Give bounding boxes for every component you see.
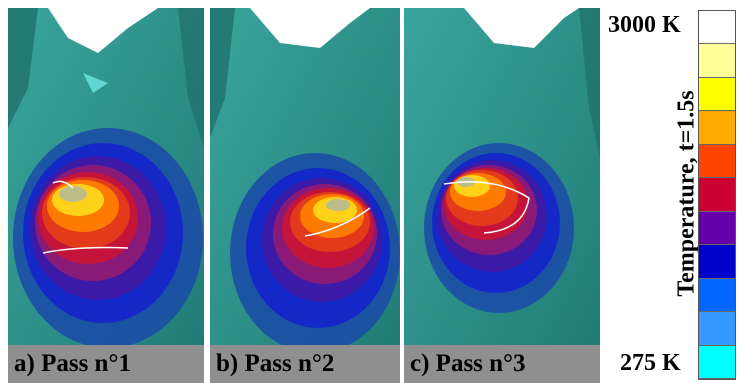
panel-caption-3: c) Pass n°3 — [404, 345, 600, 383]
weld-pool-render-3 — [404, 8, 600, 383]
simulation-panel-pass-1: a) Pass n°1 — [8, 8, 204, 383]
weld-pool-render-2 — [210, 8, 400, 383]
scale-title: Temperature, t=1.5s — [673, 90, 700, 297]
scale-max-label: 3000 K — [608, 12, 681, 38]
simulation-panel-pass-2: b) Pass n°2 — [210, 8, 400, 383]
colorbar-band — [699, 44, 735, 78]
colorbar-band — [699, 245, 735, 279]
colorbar-band — [699, 111, 735, 145]
colorbar-band — [699, 11, 735, 45]
colorbar-band — [699, 211, 735, 246]
weld-pool-render-1 — [8, 8, 204, 383]
panel-caption-2: b) Pass n°2 — [210, 345, 400, 383]
colorbar-band — [699, 178, 735, 212]
temperature-colorbar — [698, 10, 736, 380]
colorbar-band — [699, 77, 735, 112]
panel-caption-1: a) Pass n°1 — [8, 345, 204, 383]
colorbar-band — [699, 278, 735, 313]
colorbar-band — [699, 345, 735, 379]
colorbar-band — [699, 312, 735, 346]
scale-min-label: 275 K — [620, 350, 681, 376]
colorbar-band — [699, 144, 735, 179]
simulation-panel-pass-3: c) Pass n°3 — [404, 8, 600, 383]
